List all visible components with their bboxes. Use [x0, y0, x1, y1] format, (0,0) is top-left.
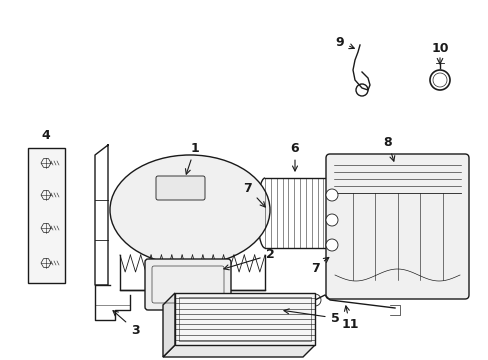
Text: 1: 1: [185, 141, 199, 174]
Text: 5: 5: [284, 309, 339, 324]
FancyBboxPatch shape: [325, 154, 468, 299]
Text: 2: 2: [224, 248, 274, 270]
Circle shape: [325, 239, 337, 251]
Text: 7: 7: [243, 181, 265, 207]
Bar: [175, 293, 314, 345]
Text: 3: 3: [113, 311, 139, 337]
Circle shape: [325, 214, 337, 226]
FancyBboxPatch shape: [156, 176, 204, 200]
Text: 6: 6: [290, 141, 299, 171]
Circle shape: [325, 189, 337, 201]
Bar: [179, 297, 310, 341]
FancyBboxPatch shape: [145, 259, 230, 310]
Text: 11: 11: [341, 306, 358, 332]
Text: 9: 9: [335, 36, 354, 49]
Text: 7: 7: [310, 257, 328, 274]
Text: 10: 10: [430, 41, 448, 54]
Ellipse shape: [110, 155, 269, 265]
Polygon shape: [163, 293, 175, 357]
Text: 8: 8: [383, 135, 394, 161]
Text: 4: 4: [41, 129, 50, 141]
Polygon shape: [163, 345, 314, 357]
Bar: [28, 148, 65, 283]
